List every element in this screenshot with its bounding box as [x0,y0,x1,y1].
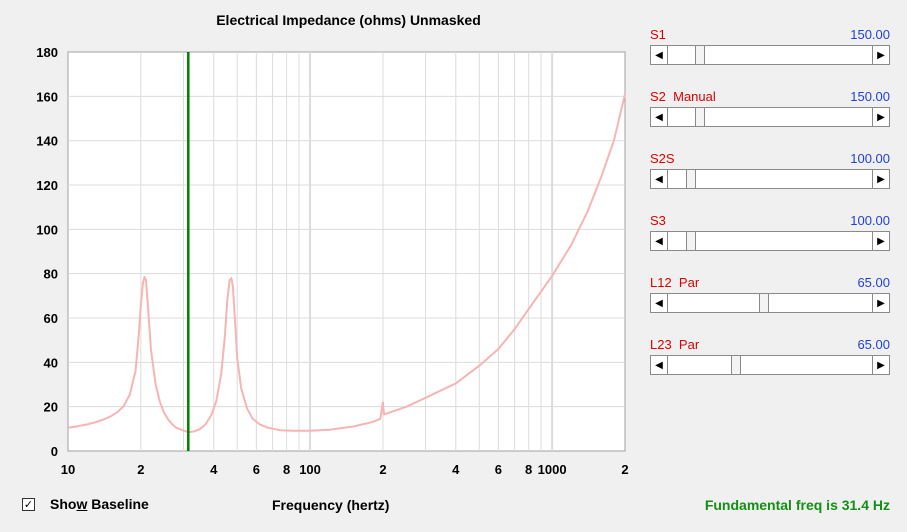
y-tick-label: 100 [36,222,58,237]
slider-value: 100.00 [850,151,890,166]
scroll-left-arrow-icon[interactable]: ◀ [651,108,668,126]
slider-thumb[interactable] [731,356,741,374]
slider-value: 65.00 [857,337,890,352]
scroll-left-arrow-icon[interactable]: ◀ [651,294,668,312]
scroll-left-arrow-icon[interactable]: ◀ [651,46,668,64]
y-tick-label: 180 [36,45,58,60]
y-tick-label: 0 [51,444,58,459]
scroll-left-arrow-icon[interactable]: ◀ [651,232,668,250]
show-baseline-label: Show Baseline [50,496,149,512]
y-tick-label: 140 [36,134,58,149]
chart-title: Electrical Impedance (ohms) Unmasked [216,12,481,28]
x-tick-label: 8 [283,462,290,477]
slider-6: L23 Par 65.00 ◀ ▶ [650,336,890,375]
slider-value: 100.00 [850,213,890,228]
scroll-right-arrow-icon[interactable]: ▶ [872,46,889,64]
plot-area [67,51,626,452]
slider-label-row: L12 Par 65.00 [650,274,890,291]
slider-track[interactable] [668,232,872,250]
x-tick-label: 8 [525,462,532,477]
slider-name: L12 Par [650,275,700,290]
slider-track[interactable] [668,294,872,312]
slider-value: 150.00 [850,89,890,104]
slider-name: S2S [650,151,675,166]
slider-1: S1 150.00 ◀ ▶ [650,26,890,65]
slider-scrollbar[interactable]: ◀ ▶ [650,107,890,127]
y-tick-label: 60 [44,311,58,326]
x-axis-title: Frequency (hertz) [272,497,390,513]
x-tick-label: 2 [379,462,386,477]
slider-4: S3 100.00 ◀ ▶ [650,212,890,251]
slider-thumb[interactable] [686,232,696,250]
fundamental-frequency-text: Fundamental freq is 31.4 Hz [704,497,890,513]
x-tick-label: 6 [495,462,502,477]
slider-name: S3 [650,213,666,228]
scroll-left-arrow-icon[interactable]: ◀ [651,356,668,374]
impedance-curve [67,93,626,434]
slider-label-row: L23 Par 65.00 [650,336,890,353]
slider-track[interactable] [668,356,872,374]
slider-scrollbar[interactable]: ◀ ▶ [650,355,890,375]
slider-track[interactable] [668,170,872,188]
slider-2: S2 Manual 150.00 ◀ ▶ [650,88,890,127]
slider-thumb[interactable] [759,294,769,312]
scroll-right-arrow-icon[interactable]: ▶ [872,356,889,374]
x-tick-label: 1000 [538,462,567,477]
scroll-right-arrow-icon[interactable]: ▶ [872,170,889,188]
slider-thumb[interactable] [695,46,705,64]
checkbox-box[interactable]: ✓ [22,497,35,511]
slider-label-row: S3 100.00 [650,212,890,229]
y-tick-label: 40 [44,355,58,370]
slider-name: S2 Manual [650,89,716,104]
x-tick-label: 4 [210,462,218,477]
slider-3: S2S 100.00 ◀ ▶ [650,150,890,189]
scroll-left-arrow-icon[interactable]: ◀ [651,170,668,188]
x-tick-label: 2 [621,462,628,477]
slider-thumb[interactable] [686,170,696,188]
slider-label-row: S2S 100.00 [650,150,890,167]
slider-scrollbar[interactable]: ◀ ▶ [650,231,890,251]
x-tick-label: 2 [137,462,144,477]
slider-label-row: S1 150.00 [650,26,890,43]
x-tick-label: 6 [253,462,260,477]
scroll-right-arrow-icon[interactable]: ▶ [872,108,889,126]
slider-thumb[interactable] [695,108,705,126]
slider-scrollbar[interactable]: ◀ ▶ [650,169,890,189]
show-baseline-checkbox[interactable]: ✓ Show Baseline [22,496,149,512]
x-tick-label: 4 [452,462,460,477]
slider-value: 150.00 [850,27,890,42]
slider-scrollbar[interactable]: ◀ ▶ [650,293,890,313]
slider-track[interactable] [668,108,872,126]
scroll-right-arrow-icon[interactable]: ▶ [872,232,889,250]
scroll-right-arrow-icon[interactable]: ▶ [872,294,889,312]
slider-name: S1 [650,27,666,42]
y-tick-label: 120 [36,178,58,193]
y-tick-label: 80 [44,267,58,282]
slider-name: L23 Par [650,337,700,352]
x-tick-label: 100 [299,462,321,477]
slider-track[interactable] [668,46,872,64]
slider-value: 65.00 [857,275,890,290]
slider-label-row: S2 Manual 150.00 [650,88,890,105]
y-tick-label: 160 [36,89,58,104]
x-tick-label: 10 [61,462,75,477]
y-tick-label: 20 [44,400,58,415]
slider-5: L12 Par 65.00 ◀ ▶ [650,274,890,313]
slider-scrollbar[interactable]: ◀ ▶ [650,45,890,65]
impedance-chart: 0 20 40 60 80 100 120 140 160 180 10 2 4 6 8 100 2 4 6 8 10… [36,45,628,477]
